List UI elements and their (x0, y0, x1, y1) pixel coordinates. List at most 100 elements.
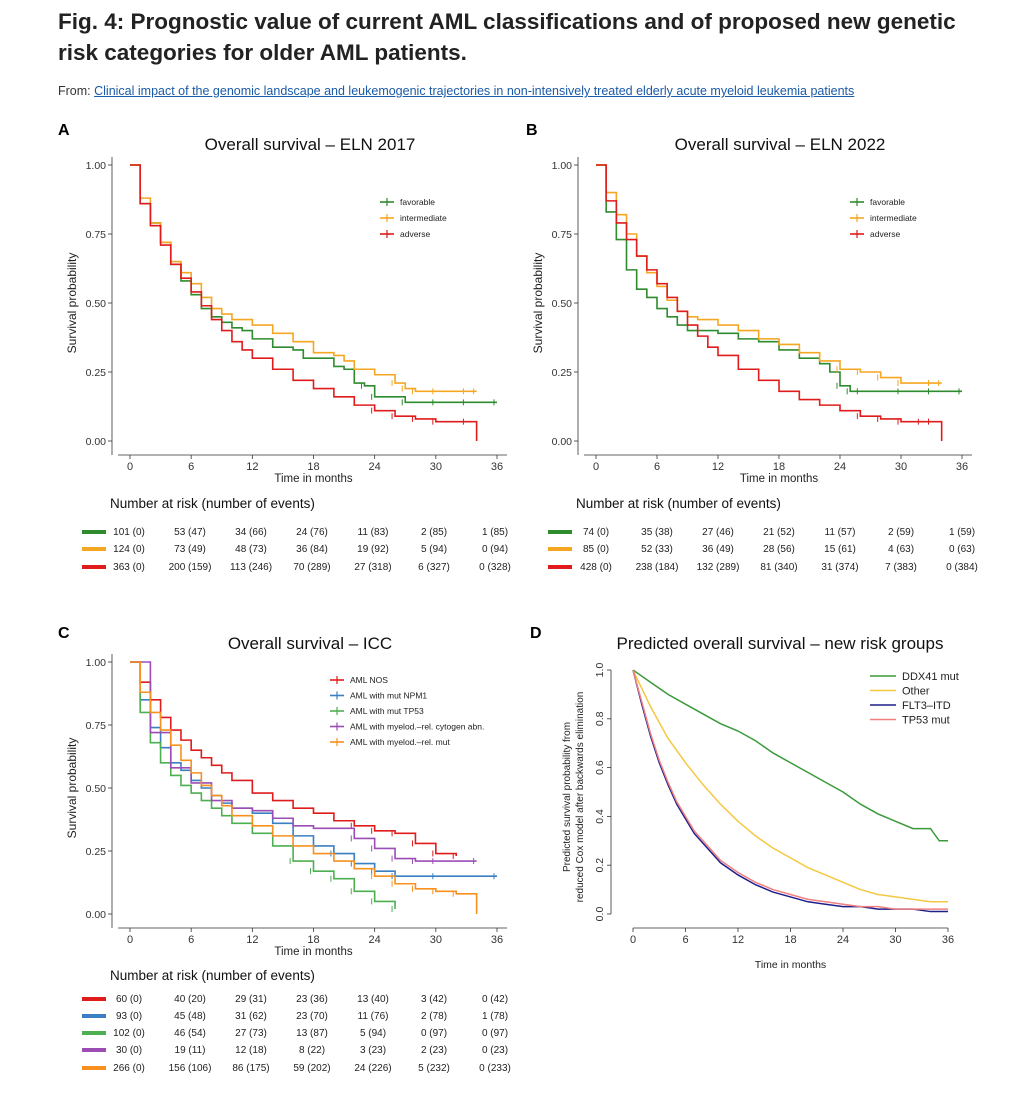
risk-cell: 0 (23) (482, 1045, 508, 1056)
x-tick-label: 18 (784, 934, 796, 946)
risk-cell: 40 (20) (174, 994, 206, 1005)
risk-cell: 12 (18) (235, 1045, 267, 1056)
x-tick-label: 18 (307, 934, 319, 946)
risk-cell: 74 (0) (583, 527, 609, 538)
risk-cell: 23 (70) (296, 1011, 328, 1022)
x-tick-label: 18 (307, 461, 319, 473)
chart-title: Overall survival – ELN 2017 (205, 135, 416, 154)
risk-cell: 36 (49) (702, 544, 734, 555)
risk-cell: 5 (94) (360, 1028, 386, 1039)
x-tick-label: 36 (491, 461, 503, 473)
x-tick-label: 36 (942, 934, 954, 946)
x-tick-label: 0 (127, 934, 133, 946)
risk-cell: 1 (78) (482, 1011, 508, 1022)
risk-cell: 86 (175) (232, 1063, 269, 1074)
y-tick-label: 0.25 (86, 846, 107, 858)
risk-cell: 0 (384) (946, 562, 978, 573)
x-tick-label: 30 (889, 934, 901, 946)
legend-label: favorable (870, 197, 905, 207)
x-tick-label: 24 (369, 934, 381, 946)
risk-cell: 5 (232) (418, 1063, 450, 1074)
source-line: From: Clinical impact of the genomic lan… (58, 84, 854, 98)
figure-title: Fig. 4: Prognostic value of current AML … (58, 9, 956, 65)
risk-cell: 34 (66) (235, 527, 267, 538)
x-tick-label: 6 (188, 934, 194, 946)
risk-cell: 45 (48) (174, 1011, 206, 1022)
series-line-1 (130, 164, 497, 404)
risk-cell: 15 (61) (824, 544, 856, 555)
y-axis-label: Survival probability (65, 253, 79, 354)
x-tick-label: 24 (834, 461, 846, 473)
risk-cell: 93 (0) (116, 1011, 142, 1022)
x-tick-label: 0 (127, 461, 133, 473)
risk-cell: 3 (42) (421, 994, 447, 1005)
risk-cell: 6 (327) (418, 562, 450, 573)
x-tick-label: 0 (630, 934, 636, 946)
y-axis-label: Survival probability (65, 738, 79, 839)
risk-cell: 35 (38) (641, 527, 673, 538)
risk-cell: 81 (340) (760, 562, 797, 573)
risk-cell: 2 (59) (888, 527, 914, 538)
panel-letter: B (526, 122, 538, 139)
y-tick-label: 0.8 (594, 711, 606, 726)
legend-label: AML with myelod.–rel. cytogen abn. (350, 722, 484, 732)
y-tick-label: 1.00 (86, 657, 107, 669)
panel-letter: C (58, 625, 70, 642)
x-tick-label: 24 (369, 461, 381, 473)
legend-label: adverse (870, 229, 901, 239)
risk-cell: 52 (33) (641, 544, 673, 555)
series-line-5 (130, 661, 478, 914)
x-tick-label: 18 (773, 461, 785, 473)
x-tick-label: 30 (430, 934, 442, 946)
risk-cell: 24 (76) (296, 527, 328, 538)
chart-panel-A: A Overall survival – ELN 2017 0 6 12 18 24 30 36… (58, 122, 511, 573)
legend-label: FLT3–ITD (902, 700, 951, 712)
risk-cell: 363 (0) (113, 562, 145, 573)
risk-cell: 200 (159) (169, 562, 212, 573)
legend-label: Other (902, 686, 930, 698)
risk-cell: 2 (23) (421, 1045, 447, 1056)
risk-cell: 113 (246) (230, 562, 272, 573)
chart-title: Overall survival – ELN 2022 (675, 135, 886, 154)
risk-cell: 0 (94) (482, 544, 508, 555)
risk-cell: 0 (97) (482, 1028, 508, 1039)
y-tick-label: 0.75 (86, 720, 107, 732)
risk-cell: 48 (73) (235, 544, 267, 555)
legend-label: adverse (400, 229, 431, 239)
risk-cell: 19 (11) (175, 1045, 206, 1056)
x-tick-label: 12 (246, 461, 258, 473)
risk-cell: 11 (76) (358, 1011, 389, 1022)
risk-cell: 13 (40) (357, 994, 389, 1005)
x-tick-label: 12 (712, 461, 724, 473)
x-tick-label: 24 (837, 934, 849, 946)
y-tick-label: 0.25 (86, 367, 107, 379)
x-tick-label: 30 (430, 461, 442, 473)
risk-table-title: Number at risk (number of events) (110, 496, 315, 511)
risk-cell: 73 (49) (174, 544, 206, 555)
legend-label: AML with mut NPM1 (350, 691, 427, 701)
risk-cell: 428 (0) (580, 562, 612, 573)
legend-label: AML with myelod.–rel. mut (350, 737, 450, 747)
legend-label: AML with mut TP53 (350, 706, 424, 716)
risk-cell: 21 (52) (763, 527, 795, 538)
risk-table-title: Number at risk (number of events) (576, 496, 781, 511)
y-tick-label: 0.4 (594, 809, 606, 824)
source-article-link[interactable]: Clinical impact of the genomic landscape… (94, 84, 855, 98)
x-tick-label: 36 (956, 461, 968, 473)
risk-cell: 266 (0) (113, 1063, 145, 1074)
x-tick-label: 12 (246, 934, 258, 946)
risk-cell: 0 (233) (479, 1063, 511, 1074)
risk-cell: 27 (318) (354, 562, 391, 573)
risk-cell: 4 (63) (888, 544, 914, 555)
chart-title: Predicted overall survival – new risk gr… (617, 634, 944, 653)
risk-cell: 238 (184) (636, 562, 679, 573)
x-tick-label: 36 (491, 934, 503, 946)
y-tick-label: 1.00 (86, 160, 107, 172)
risk-cell: 11 (83) (358, 527, 389, 538)
legend-label: favorable (400, 197, 435, 207)
legend-label: intermediate (400, 213, 447, 223)
y-tick-label: 0.75 (552, 229, 573, 241)
y-axis-label: Survival probability (531, 253, 545, 354)
from-label: From: (58, 84, 91, 98)
y-tick-label: 0.00 (552, 436, 573, 448)
